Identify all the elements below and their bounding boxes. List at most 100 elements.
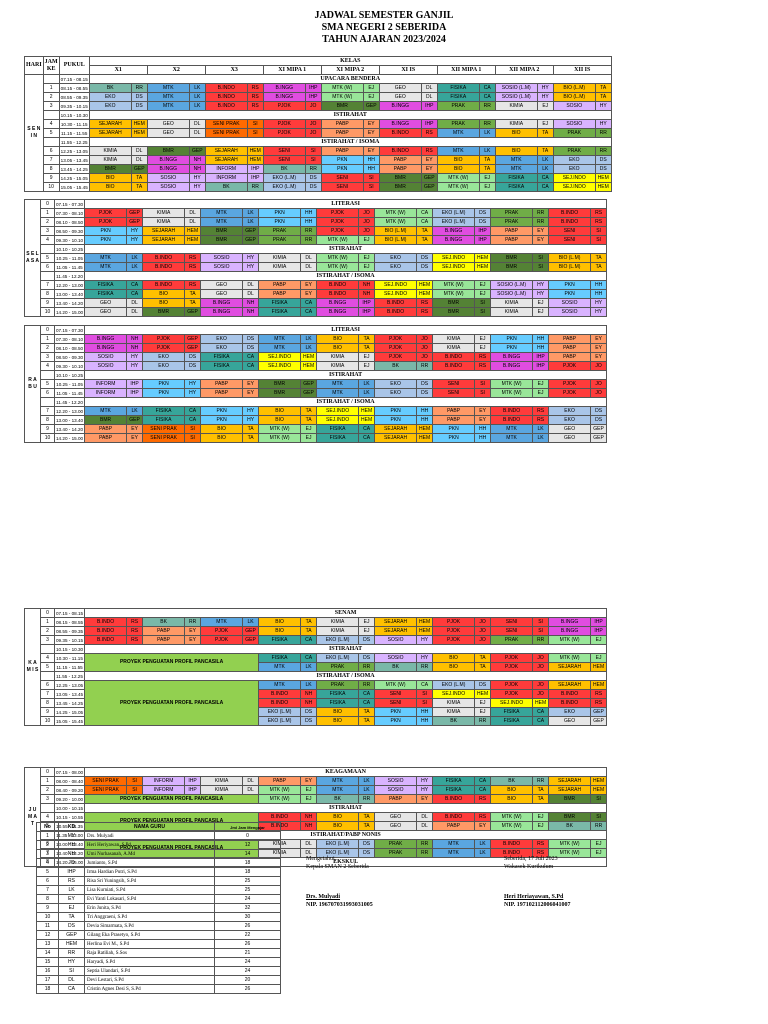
subject-cell: FISIKA (432, 776, 476, 786)
teacher-code-cell: RR (358, 794, 376, 804)
teacher-code-cell: JO (590, 388, 608, 398)
subject-cell: GEO (374, 812, 418, 822)
teacher-code-cell: EY (474, 406, 492, 416)
teacher-hours: 12 (214, 840, 281, 850)
teacher-code-cell: TA (416, 226, 434, 236)
teacher-code-cell: HH (416, 707, 434, 717)
schedule-row: 11.55 - 12.25 ISTIRAHAT / ISOMA (25, 137, 612, 147)
subject-cell: PJOK (490, 653, 534, 663)
teacher-code-cell: IHP (184, 776, 202, 786)
subject-cell: MTK (316, 379, 360, 389)
period-number: 1 (42, 83, 60, 93)
teacher-code-cell: HY (594, 119, 612, 129)
teacher-code-cell: JO (590, 379, 608, 389)
teacher-code-cell: JO (358, 226, 376, 236)
subject-cell: EKO (142, 352, 186, 362)
subject-cell: PABP (200, 379, 244, 389)
subject-cell: SEJARAH (88, 119, 132, 129)
teacher-code: RR (58, 948, 85, 958)
subject-cell: BK (490, 776, 534, 786)
period-number: 1 (40, 208, 55, 218)
subject-cell: SOSIO (L.M) (490, 289, 534, 299)
teacher-code-cell: SI (126, 776, 144, 786)
subject-cell: SEJARAH (374, 424, 418, 434)
teacher-code-cell: EJ (474, 334, 492, 344)
teacher-code-cell: DS (130, 101, 148, 111)
subject-cell: BIO (258, 617, 302, 627)
teacher-code-cell: RR (130, 83, 148, 93)
subject-cell: BIO (436, 164, 480, 174)
teacher-row: 9 EJ Erin Junita, S.Pd 32 (36, 903, 281, 913)
teacher-code-cell: RR (358, 680, 376, 690)
period-time: 10.15 - 10.55 (53, 812, 86, 822)
schedule-row: K A M I S 0 07.15 - 08.15 SENAM (24, 608, 608, 726)
subject-cell: SENI (490, 617, 534, 627)
subject-cell: GEO (84, 298, 128, 308)
teacher-code-cell: HEM (184, 235, 202, 245)
subject-cell: INFORM (142, 776, 186, 786)
teacher-code-cell: LK (126, 262, 144, 272)
hari-header: HARI (24, 56, 44, 75)
teacher-table-header: No KD NAMA GURU Jml Jam Mengajar (36, 822, 281, 832)
teacher-code-cell: IHP (358, 298, 376, 308)
subject-cell: PRAK (316, 662, 360, 672)
sig-right-line-b: Wakasek Kurikulum (504, 864, 554, 870)
subject-cell: B.INGG (548, 626, 592, 636)
subject-cell: PABP (378, 164, 422, 174)
subject-cell: B.INGG (378, 119, 422, 129)
teacher-code-cell: IHP (474, 226, 492, 236)
subject-cell: B.INDO (142, 253, 186, 263)
teacher-code-cell: HH (300, 208, 318, 218)
subject-cell: B.INDO (84, 626, 128, 636)
subject-cell: PJOK (262, 128, 306, 138)
teacher-code-cell: EJ (590, 839, 608, 849)
teacher-row: 12 GEP Gilang Eka Prasetyo, S.Pd 22 (36, 930, 281, 940)
subject-cell: B.INDO (432, 361, 476, 371)
teacher-code-cell: RS (126, 635, 144, 645)
teacher-code-cell: HEM (246, 155, 264, 165)
subject-cell: B.INDO (432, 794, 476, 804)
teacher-code-cell: EY (590, 334, 608, 344)
teacher-code-cell: EY (590, 343, 608, 353)
schedule-row: 7 13.05 - 13.45 KIMIA DL B.INGG NH SEJARAH HEM S… (25, 155, 612, 165)
teacher-no: 5 (36, 867, 59, 877)
teacher-code-cell: TA (358, 343, 376, 353)
subject-cell: SOSIO (L.M) (494, 92, 538, 102)
subject-cell: MTK (W) (258, 794, 302, 804)
subject-cell: PABP (84, 433, 128, 443)
teacher-code-cell: GEP (242, 635, 260, 645)
teacher-row: 4 JO Jumianto, S.Pd 18 (36, 858, 281, 868)
schedule-row: 10.15 - 10.30 ISTIRAHAT (25, 110, 612, 120)
subject-cell: SENI (490, 626, 534, 636)
teacher-code-cell: EY (300, 280, 318, 290)
schedule-row: 1 08.00 - 08.40 SENI PRAK SI INFORM IHP KIMIA D… (25, 776, 608, 786)
schedule-row: 3 09.35 - 10.15 EKO DS MTK LK B.INDO RS PJOK JO BM… (25, 101, 612, 111)
teacher-code: DL (58, 975, 85, 985)
period-time: 11.05 - 11.45 (53, 388, 86, 398)
teacher-code-cell: GEP (126, 415, 144, 425)
teacher-code-cell: NH (242, 298, 260, 308)
subject-cell: PABP (548, 334, 592, 344)
subject-cell: BIO (316, 343, 360, 353)
teacher-code-cell: JO (416, 334, 434, 344)
schedule-row: 3 09.20 - 10.00 PROYEK PENGUATAN PROFIL PA… (25, 794, 608, 804)
subject-cell: MTK (200, 617, 244, 627)
day-label: K A M I S (24, 608, 41, 726)
period-number: 0 (40, 767, 55, 777)
teacher-code-cell: JO (532, 689, 550, 699)
teacher-name: Herlina Evi M., S.Pd (84, 939, 215, 949)
period-time: 12.25 - 13.05 (53, 680, 86, 690)
teacher-code-cell: HY (184, 379, 202, 389)
teacher-row: 7 LK Lisa Kurniati, S.Pd 25 (36, 885, 281, 895)
teacher-code-cell: DS (416, 388, 434, 398)
period-number: 5 (42, 128, 60, 138)
schedule-row: 10 14.20 - 15.00 GEO DL BMR GEP B.INGG NH FISIKA… (25, 307, 608, 317)
teacher-code-cell: SI (474, 388, 492, 398)
teacher-code-cell: HEM (416, 626, 434, 636)
teacher-code-cell: RS (246, 101, 264, 111)
teacher-code-cell: HY (242, 406, 260, 416)
teacher-code-cell: IHP (246, 173, 264, 183)
subject-cell: KIMIA (316, 617, 360, 627)
teacher-code-cell: EJ (358, 235, 376, 245)
subject-cell: SEJARAH (548, 785, 592, 795)
